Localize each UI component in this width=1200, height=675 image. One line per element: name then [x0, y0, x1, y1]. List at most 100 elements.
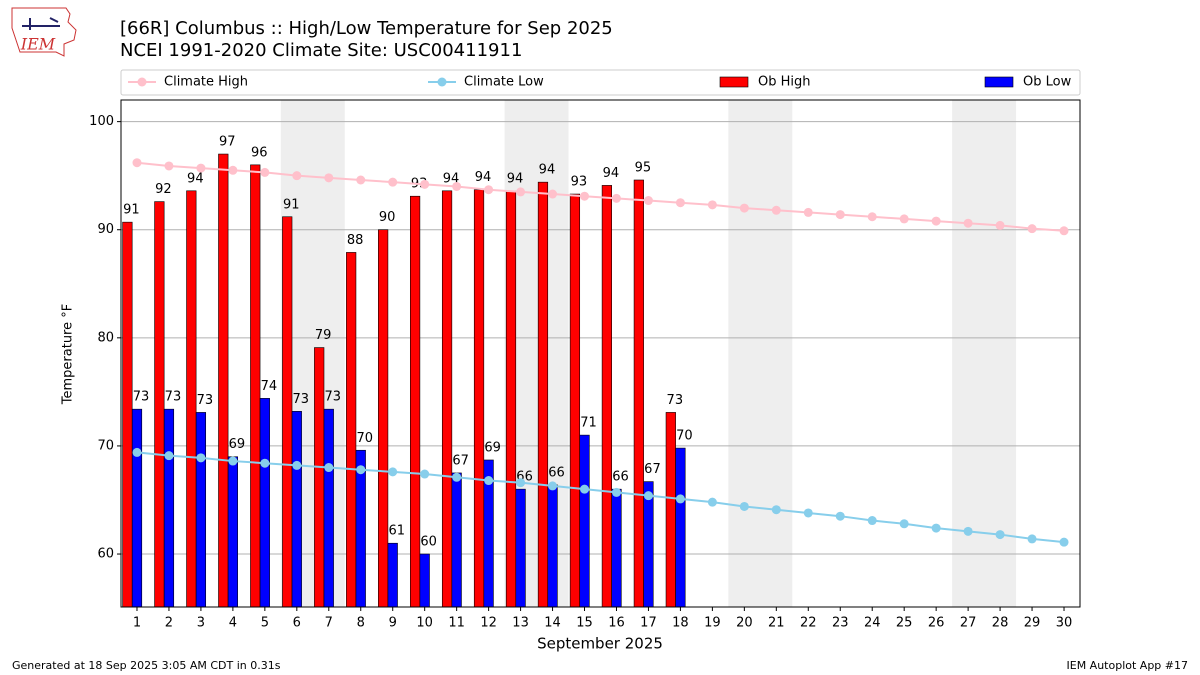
- x-tick-label: 2: [165, 616, 173, 631]
- data-label: 67: [644, 462, 661, 477]
- bar: [154, 201, 165, 608]
- bar: [569, 193, 581, 608]
- x-tick-label: 27: [960, 616, 977, 631]
- bar: [227, 456, 238, 608]
- point: [995, 220, 1005, 230]
- point: [963, 526, 973, 536]
- point: [324, 173, 334, 183]
- point: [420, 469, 430, 479]
- point: [516, 187, 526, 197]
- x-tick-label: 29: [1024, 616, 1041, 631]
- x-tick-label: 14: [544, 616, 561, 631]
- data-label: 73: [293, 392, 310, 407]
- data-label: 71: [580, 416, 597, 431]
- x-tick-label: 12: [480, 616, 497, 631]
- point: [260, 458, 270, 468]
- bar: [131, 408, 143, 608]
- logo-text: IEM: [20, 35, 56, 54]
- bar: [505, 190, 517, 608]
- bar: [195, 412, 207, 608]
- point: [580, 484, 590, 494]
- data-label: 91: [283, 197, 300, 212]
- bar: [346, 252, 357, 608]
- x-tick-label: 28: [992, 616, 1009, 631]
- point: [516, 478, 526, 488]
- point: [292, 460, 302, 470]
- point: [1027, 534, 1037, 544]
- bar: [473, 189, 485, 608]
- point: [164, 161, 174, 171]
- x-tick-label: 5: [261, 616, 269, 631]
- data-label: 66: [548, 465, 565, 480]
- x-tick-label: 13: [512, 616, 529, 631]
- x-tick-label: 20: [736, 616, 753, 631]
- x-tick-label: 18: [672, 616, 689, 631]
- point: [260, 167, 270, 177]
- x-tick-label: 19: [704, 616, 721, 631]
- data-label: 79: [315, 328, 332, 343]
- x-tick-label: 1: [133, 616, 141, 631]
- data-label: 88: [347, 233, 364, 248]
- bar: [537, 181, 549, 608]
- legend-label: Ob High: [758, 75, 811, 90]
- point: [835, 210, 845, 220]
- bar: [291, 411, 302, 608]
- data-label: 73: [165, 390, 182, 405]
- point: [867, 516, 877, 526]
- x-tick-label: 3: [197, 616, 205, 631]
- data-label: 97: [219, 135, 236, 150]
- point: [356, 175, 366, 185]
- bar: [643, 481, 654, 608]
- data-label: 94: [539, 163, 556, 178]
- data-label: 93: [571, 175, 588, 190]
- point: [643, 196, 653, 206]
- point: [739, 501, 749, 511]
- point: [1027, 224, 1037, 234]
- bar: [665, 412, 676, 608]
- bar: [163, 408, 175, 608]
- point: [707, 200, 717, 210]
- bar: [387, 542, 398, 608]
- bar: [419, 553, 430, 608]
- data-label: 73: [667, 393, 684, 408]
- point: [707, 497, 717, 507]
- data-label: 94: [187, 171, 204, 186]
- data-label: 94: [475, 170, 492, 185]
- bar: [282, 216, 293, 608]
- point: [739, 203, 749, 213]
- point: [643, 491, 653, 501]
- point: [899, 214, 909, 224]
- x-tick-label: 23: [832, 616, 849, 631]
- data-label: 67: [452, 453, 469, 468]
- bar: [547, 484, 558, 608]
- data-label: 91: [123, 203, 140, 218]
- x-tick-label: 8: [357, 616, 365, 631]
- data-label: 70: [356, 431, 373, 446]
- point: [452, 472, 462, 482]
- point: [995, 530, 1005, 540]
- x-tick-label: 17: [640, 616, 657, 631]
- bar: [122, 221, 133, 608]
- bar: [451, 472, 462, 608]
- bar: [601, 185, 612, 608]
- bar: [323, 408, 334, 608]
- bar: [515, 488, 526, 608]
- legend-label: Ob Low: [1023, 75, 1072, 90]
- legend-label: Climate High: [164, 75, 248, 90]
- point: [963, 218, 973, 228]
- weekend-band: [728, 100, 793, 607]
- data-label: 74: [261, 379, 278, 394]
- point: [548, 189, 558, 199]
- point: [324, 463, 334, 473]
- legend-marker: [137, 77, 147, 87]
- bar: [259, 398, 270, 608]
- bar: [314, 347, 325, 608]
- point: [1059, 226, 1069, 236]
- x-tick-label: 4: [229, 616, 237, 631]
- bar: [409, 195, 421, 608]
- point: [1059, 537, 1069, 547]
- bar: [186, 190, 197, 608]
- footer-left: Generated at 18 Sep 2025 3:05 AM CDT in …: [12, 659, 281, 672]
- point: [292, 171, 302, 181]
- logo: IEM: [11, 7, 77, 57]
